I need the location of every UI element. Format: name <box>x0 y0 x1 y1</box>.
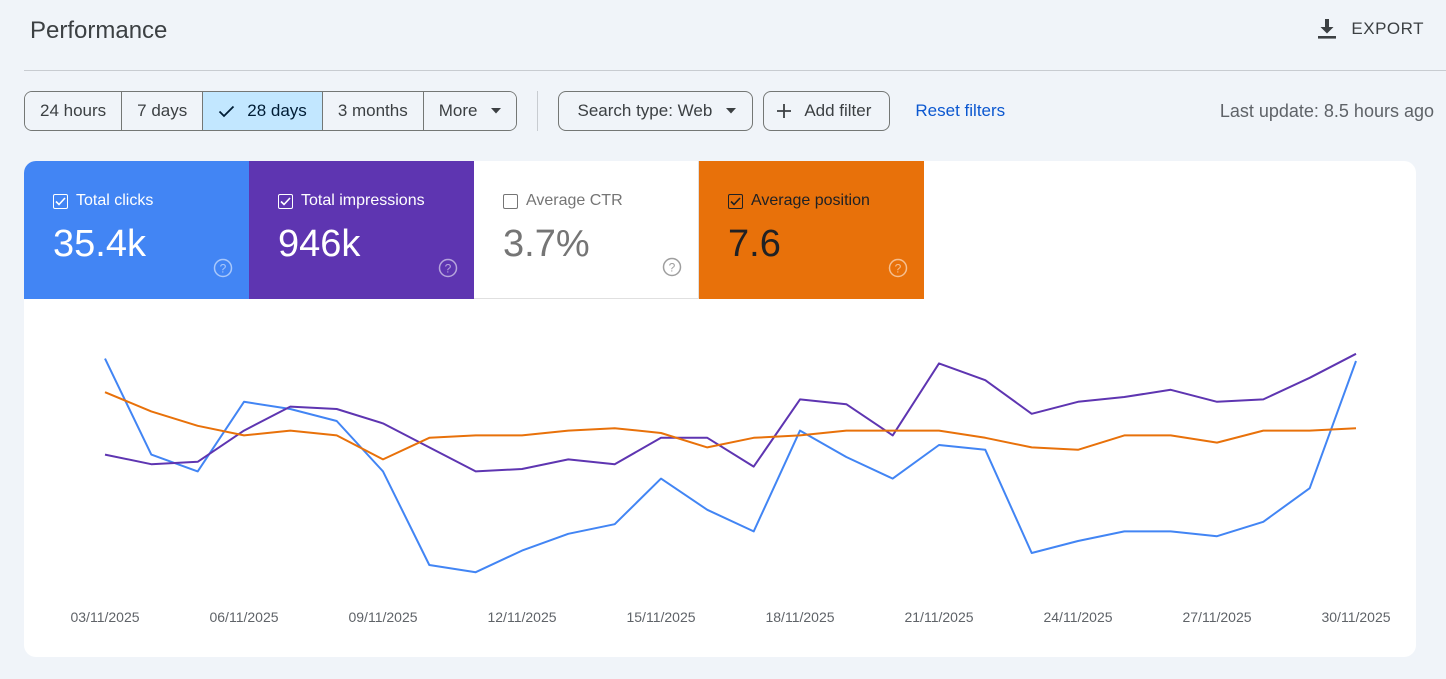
metric-label-row: Total impressions <box>278 192 425 210</box>
toolbar-divider <box>537 91 539 131</box>
svg-text:?: ? <box>895 262 902 276</box>
date-range-selector: 24 hours 7 days 28 days 3 months More <box>24 91 518 131</box>
metric-label: Average position <box>751 192 870 209</box>
x-tick-label: 30/11/2025 <box>1321 609 1390 625</box>
range-label: 7 days <box>137 101 188 120</box>
help-circle-icon[interactable]: ? <box>438 258 458 283</box>
metric-total-impressions[interactable]: Total impressions 946k ? <box>249 161 474 299</box>
range-label: More <box>438 101 478 120</box>
export-button[interactable]: EXPORT <box>1317 18 1424 40</box>
help-circle-icon[interactable]: ? <box>213 258 233 283</box>
series-line-total-clicks[interactable] <box>104 358 1357 574</box>
download-icon <box>1317 18 1337 40</box>
range-more-dropdown[interactable]: More <box>423 92 517 130</box>
metric-average-position[interactable]: Average position 7.6 ? <box>699 161 924 299</box>
metric-label: Average CTR <box>526 192 623 209</box>
svg-text:?: ? <box>220 262 227 276</box>
svg-text:?: ? <box>669 261 676 275</box>
add-filter-button[interactable]: Add filter <box>763 91 891 131</box>
page-header: Performance EXPORT <box>24 0 1446 71</box>
x-tick-label: 21/11/2025 <box>904 609 973 625</box>
add-filter-label: Add filter <box>804 101 872 120</box>
check-icon <box>218 105 235 118</box>
range-7-days[interactable]: 7 days <box>122 92 204 130</box>
performance-card: Total clicks 35.4k ? Total impressions 9… <box>24 161 1416 657</box>
x-tick-label: 06/11/2025 <box>209 609 278 625</box>
metric-value: 35.4k <box>53 223 146 265</box>
metric-value: 946k <box>278 223 361 265</box>
metric-label: Total impressions <box>301 192 425 209</box>
range-label: 24 hours <box>40 101 107 120</box>
x-tick-label: 15/11/2025 <box>626 609 695 625</box>
range-28-days[interactable]: 28 days <box>203 92 323 130</box>
help-circle-icon[interactable]: ? <box>662 257 682 282</box>
metric-label-row: Total clicks <box>53 192 153 210</box>
range-3-months[interactable]: 3 months <box>322 92 424 130</box>
metric-total-clicks[interactable]: Total clicks 35.4k ? <box>24 161 249 299</box>
checkbox-checked-icon[interactable] <box>278 193 293 209</box>
reset-filters-link[interactable]: Reset filters <box>915 101 1006 120</box>
x-tick-label: 12/11/2025 <box>487 609 556 625</box>
x-tick-label: 03/11/2025 <box>70 609 139 625</box>
checkbox-checked-icon[interactable] <box>728 193 743 209</box>
range-label: 3 months <box>337 101 408 120</box>
performance-line-chart[interactable]: 03/11/2025 06/11/2025 09/11/2025 12/11/2025… <box>24 299 1416 657</box>
plus-icon <box>776 103 792 119</box>
x-tick-label: 27/11/2025 <box>1182 609 1251 625</box>
last-update-text: Last update: 8.5 hours ago <box>1219 101 1434 121</box>
range-label: 28 days <box>247 101 307 120</box>
help-circle-icon[interactable]: ? <box>888 258 908 283</box>
series-line-total-impressions[interactable] <box>104 352 1357 473</box>
checkbox-unchecked-icon[interactable] <box>503 193 518 209</box>
metric-average-ctr[interactable]: Average CTR 3.7% ? <box>474 161 699 299</box>
page-title: Performance <box>30 17 168 44</box>
range-24-hours[interactable]: 24 hours <box>25 92 123 130</box>
x-tick-label: 18/11/2025 <box>765 609 834 625</box>
x-tick-label: 24/11/2025 <box>1043 609 1112 625</box>
metric-tiles: Total clicks 35.4k ? Total impressions 9… <box>24 161 924 299</box>
metric-value: 3.7% <box>503 223 590 265</box>
metric-label-row: Average CTR <box>503 192 623 210</box>
x-tick-label: 09/11/2025 <box>348 609 417 625</box>
export-label: EXPORT <box>1351 19 1424 38</box>
filter-toolbar: 24 hours 7 days 28 days 3 months More Se… <box>24 91 1005 131</box>
search-type-dropdown[interactable]: Search type: Web <box>558 91 754 131</box>
metric-value: 7.6 <box>728 223 781 265</box>
caret-down-icon <box>491 108 502 114</box>
svg-text:?: ? <box>445 262 452 276</box>
checkbox-checked-icon[interactable] <box>53 193 68 209</box>
caret-down-icon <box>726 108 737 114</box>
metric-label: Total clicks <box>76 192 154 209</box>
search-type-label: Search type: Web <box>577 101 713 120</box>
metric-label-row: Average position <box>728 192 870 210</box>
series-line-average-position[interactable] <box>104 391 1357 461</box>
